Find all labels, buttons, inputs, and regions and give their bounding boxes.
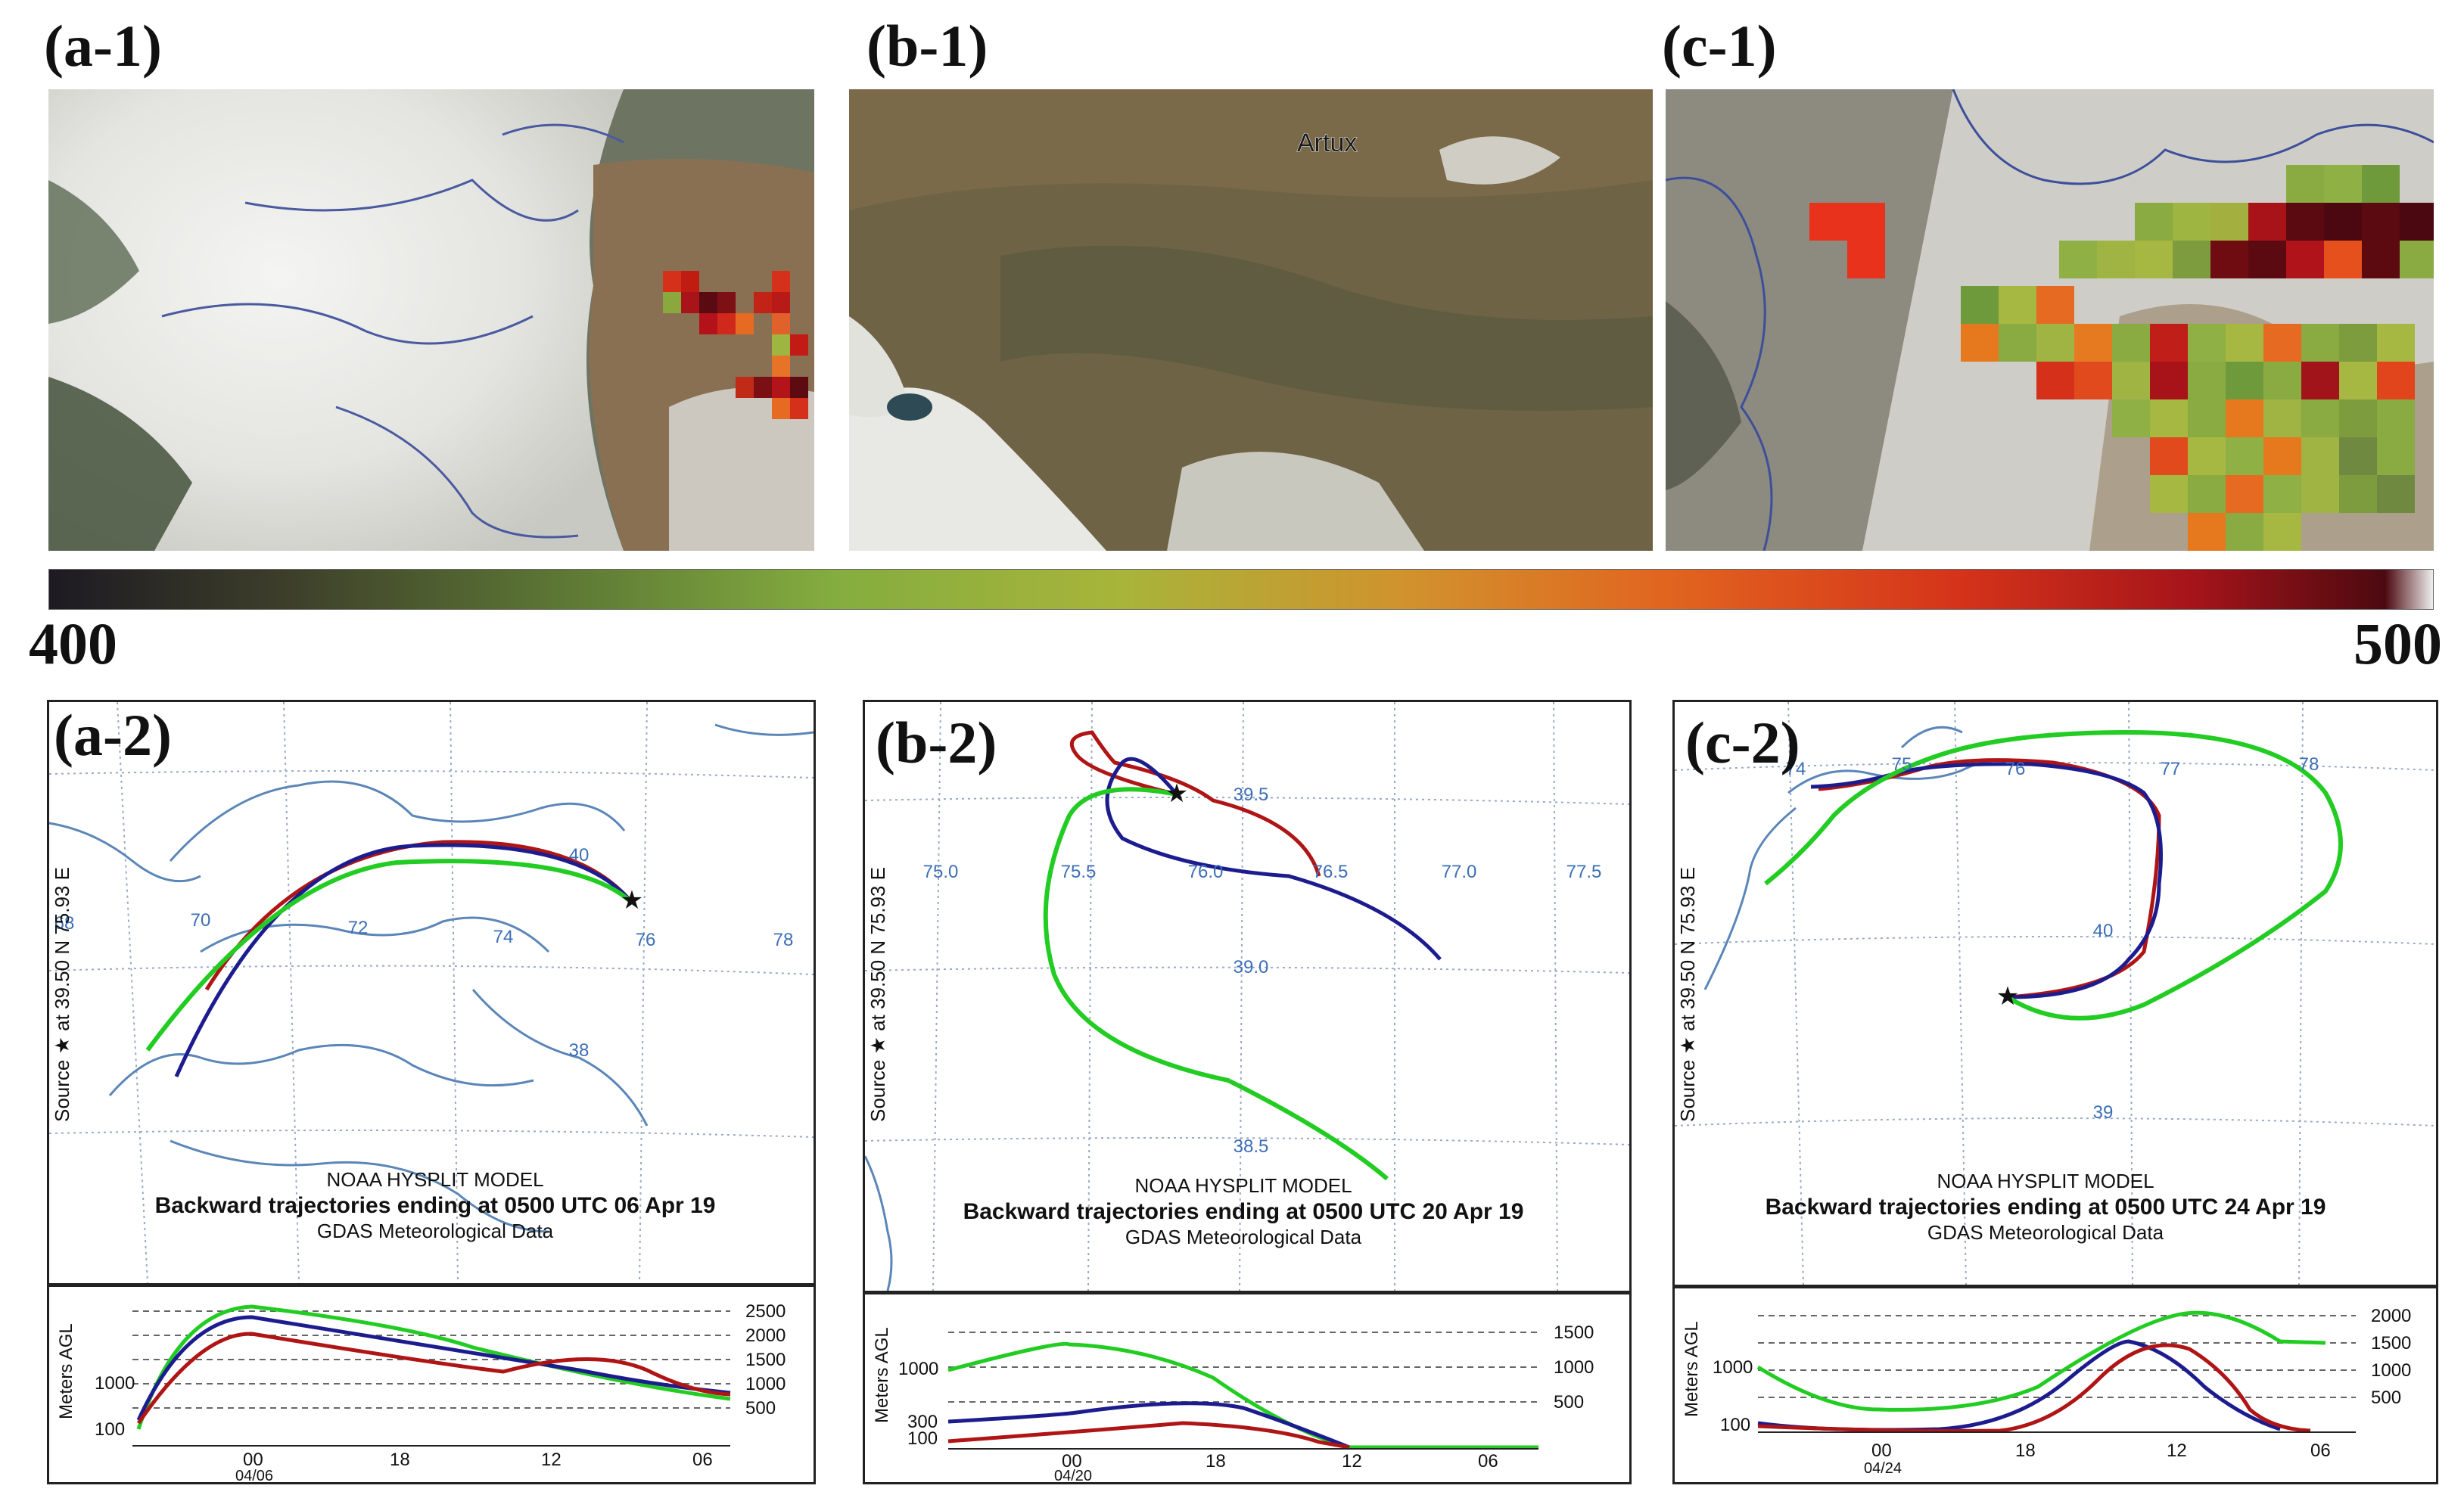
altitude-profile-c2: Meters AGL 1000 100 2000 1500 1000 500 0… (1672, 1286, 2438, 1484)
lon-tick: 76 (2005, 759, 2026, 779)
altitude-right-tick: 500 (745, 1398, 776, 1419)
trajectory-title: Backward trajectories ending at 0500 UTC… (963, 1199, 1524, 1224)
altitude-left-tick: 100 (1720, 1415, 1750, 1435)
lon-tick: 76.5 (1313, 862, 1349, 882)
lon-tick: 75.5 (1061, 862, 1097, 882)
altitude-left-tick: 1000 (898, 1359, 938, 1379)
lon-tick: 70 (191, 910, 211, 931)
lat-tick: 39 (2093, 1102, 2114, 1123)
time-tick: 00 (243, 1450, 263, 1470)
altitude-left-tick: 300 (907, 1412, 938, 1432)
lon-tick: 77 (2161, 759, 2181, 779)
altitude-right-tick: 2000 (2371, 1306, 2411, 1326)
time-tick: 06 (2310, 1441, 2331, 1461)
date-label: 04/06 (235, 1468, 273, 1482)
lon-tick: 76.0 (1188, 862, 1224, 882)
panel-label-a2: (a-2) (54, 702, 172, 768)
lat-tick: 38.5 (1234, 1136, 1269, 1157)
lon-tick: 75.0 (923, 862, 959, 882)
panel-label-a1: (a-1) (44, 13, 162, 79)
source-label: Source ★ at 39.50 N 75.93 E (51, 867, 73, 1122)
lat-tick: 40 (569, 845, 590, 866)
altitude-axis-label: Meters AGL (56, 1323, 76, 1419)
altitude-right-tick: 1000 (745, 1374, 786, 1394)
lat-tick: 40 (2093, 921, 2114, 941)
satellite-image-b1: Artux (849, 89, 1653, 551)
panel-label-b1: (b-1) (866, 13, 988, 79)
panel-label-b2: (b-2) (876, 710, 997, 775)
satellite-image-c1 (1666, 89, 2434, 551)
time-tick: 12 (541, 1450, 562, 1470)
altitude-right-tick: 1500 (1554, 1322, 1594, 1343)
altitude-profile-a2: Meters AGL 1000 100 2500 2000 1500 1000 … (47, 1285, 816, 1484)
altitude-right-tick: 1000 (2371, 1360, 2411, 1381)
data-source: GDAS Meteorological Data (1927, 1221, 2164, 1244)
altitude-right-tick: 2500 (745, 1301, 786, 1322)
altitude-left-tick: 100 (95, 1419, 125, 1440)
trajectory-map-c2: ★ 74 75 76 77 78 40 39 Source ★ at 39.50… (1672, 700, 2438, 1287)
altitude-right-tick: 500 (2371, 1388, 2401, 1408)
altitude-left-tick: 1000 (1713, 1357, 1753, 1378)
lat-tick: 38 (569, 1040, 590, 1061)
trajectory-map-a2: ★ 68 70 72 74 76 78 40 38 Source ★ at 39… (47, 700, 816, 1285)
svg-text:★: ★ (621, 886, 643, 915)
model-name: NOAA HYSPLIT MODEL (1134, 1174, 1352, 1197)
xco2-pixels-a1 (663, 271, 808, 419)
time-tick: 18 (2015, 1441, 2036, 1461)
source-label: Source ★ at 39.50 N 75.93 E (1676, 867, 1699, 1122)
time-tick: 00 (1062, 1451, 1082, 1472)
place-label-artux: Artux (1297, 129, 1357, 157)
time-tick: 18 (1206, 1451, 1226, 1472)
altitude-right-tick: 1000 (1554, 1357, 1594, 1378)
lon-tick: 77.5 (1566, 862, 1602, 882)
satellite-image-a1 (48, 89, 814, 551)
time-tick: 06 (692, 1450, 713, 1470)
model-name: NOAA HYSPLIT MODEL (326, 1168, 543, 1191)
altitude-axis-label: Meters AGL (872, 1327, 892, 1423)
lon-tick: 77.0 (1442, 862, 1477, 882)
date-label: 04/20 (1054, 1468, 1092, 1482)
time-tick: 00 (1871, 1441, 1892, 1461)
data-source: GDAS Meteorological Data (317, 1220, 554, 1242)
altitude-right-tick: 1500 (2371, 1333, 2411, 1353)
altitude-left-tick: 100 (907, 1428, 938, 1449)
trajectory-map-b2: ★ 75.0 75.5 76.0 76.5 77.0 77.5 39.5 39.… (863, 700, 1632, 1293)
colorbar-min-label: 400 (29, 611, 117, 676)
lon-tick: 75 (1892, 754, 1912, 775)
lon-tick: 74 (1786, 759, 1806, 779)
panel-label-c2: (c-2) (1685, 710, 1800, 775)
source-label: Source ★ at 39.50 N 75.93 E (866, 867, 889, 1122)
lon-tick: 76 (636, 930, 656, 950)
lon-tick: 68 (54, 913, 75, 934)
date-label: 04/24 (1864, 1460, 1902, 1477)
lon-tick: 78 (2299, 754, 2319, 775)
xco2-colorbar (48, 569, 2434, 610)
lat-tick: 39.0 (1234, 957, 1269, 977)
lon-tick: 74 (493, 927, 514, 947)
time-tick: 12 (1342, 1451, 1362, 1472)
altitude-axis-label: Meters AGL (1682, 1321, 1702, 1417)
model-name: NOAA HYSPLIT MODEL (1937, 1170, 2154, 1192)
altitude-left-tick: 1000 (95, 1373, 135, 1394)
lon-tick: 72 (348, 918, 369, 938)
time-tick: 06 (1478, 1451, 1498, 1472)
time-tick: 12 (2167, 1441, 2187, 1461)
altitude-profile-b2: Meters AGL 1000 300 100 1500 1000 500 00… (863, 1292, 1632, 1484)
altitude-right-tick: 1500 (745, 1350, 786, 1370)
svg-text:★: ★ (1996, 982, 2019, 1011)
xco2-pixels-c1 (1809, 165, 2434, 551)
lon-tick: 78 (773, 930, 794, 950)
altitude-right-tick: 2000 (745, 1326, 786, 1346)
time-tick: 18 (390, 1450, 410, 1470)
data-source: GDAS Meteorological Data (1125, 1226, 1362, 1248)
svg-text:★: ★ (1165, 779, 1188, 808)
lat-tick: 39.5 (1234, 785, 1269, 805)
trajectory-title: Backward trajectories ending at 0500 UTC… (1766, 1195, 2326, 1220)
trajectory-title: Backward trajectories ending at 0500 UTC… (155, 1193, 716, 1218)
panel-label-c1: (c-1) (1662, 13, 1777, 79)
altitude-right-tick: 500 (1554, 1392, 1584, 1413)
colorbar-max-label: 500 (2354, 611, 2442, 676)
